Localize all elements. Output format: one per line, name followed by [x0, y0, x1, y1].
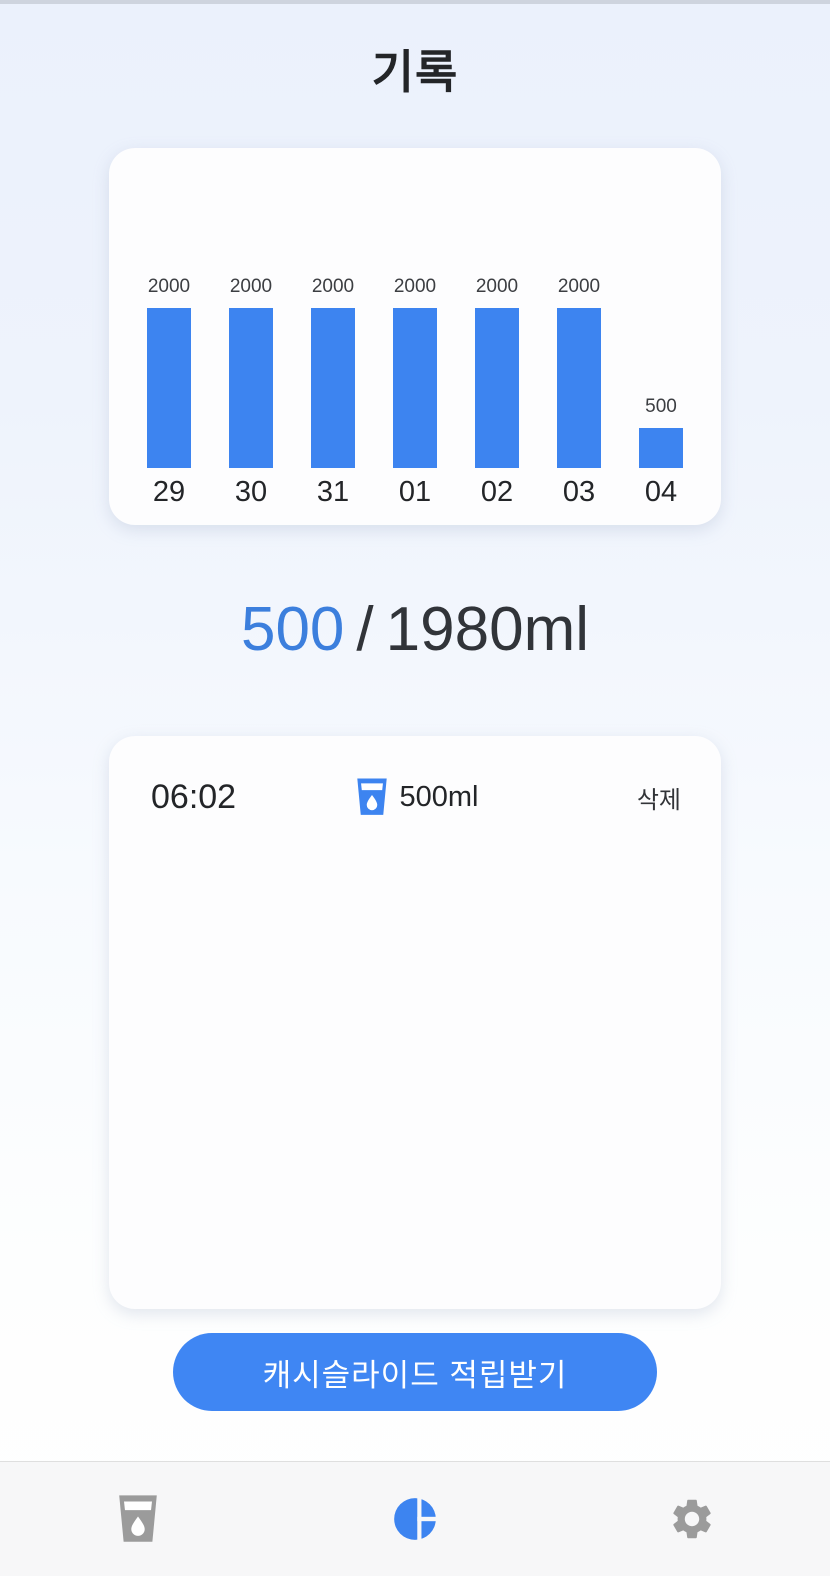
- bar: [557, 308, 601, 468]
- nav-item-stats[interactable]: [277, 1462, 554, 1576]
- bar-column: 2000 03: [557, 276, 601, 509]
- bar-value-label: 2000: [229, 276, 273, 297]
- settings-gear-icon: [668, 1495, 716, 1543]
- bar-column: 500 04: [639, 396, 683, 509]
- intake-summary: 500/1980ml: [0, 585, 830, 675]
- current-intake-value: 500: [240, 595, 345, 664]
- bar: [393, 308, 437, 468]
- record-amount-group: 500ml: [354, 776, 479, 818]
- bar-column: 2000 29: [147, 276, 191, 509]
- bar-column: 2000 31: [311, 276, 355, 509]
- water-cup-icon: [115, 1493, 161, 1545]
- bar-value-label: 2000: [147, 276, 191, 297]
- cashslide-reward-button[interactable]: 캐시슬라이드 적립받기: [173, 1333, 657, 1411]
- bar-category-label: 02: [480, 476, 514, 508]
- bar-category-label: 03: [562, 476, 596, 508]
- bar-category-label: 01: [398, 476, 432, 508]
- bar: [147, 308, 191, 468]
- water-cup-icon: [354, 776, 390, 818]
- bar-category-label: 30: [234, 476, 268, 508]
- bar-value-label: 500: [645, 396, 677, 417]
- record-row: 06:02 500ml 삭제: [151, 776, 681, 818]
- status-bar-strip: [0, 0, 830, 4]
- chart-card: 2000 29 2000 30 2000 31 2000 01 2000 02 2000 03 500 0…: [109, 148, 721, 525]
- records-card: 06:02 500ml 삭제: [109, 736, 721, 1309]
- page-title: 기록: [371, 46, 459, 98]
- bar: [475, 308, 519, 468]
- bar-value-label: 2000: [475, 276, 519, 297]
- nav-item-water[interactable]: [0, 1462, 277, 1576]
- bar-column: 2000 02: [475, 276, 519, 509]
- nav-item-settings[interactable]: [553, 1462, 830, 1576]
- bar: [311, 308, 355, 468]
- bar-category-label: 04: [644, 476, 678, 508]
- record-amount: 500ml: [399, 780, 479, 813]
- bar-column: 2000 01: [393, 276, 437, 509]
- bar-value-label: 2000: [311, 276, 355, 297]
- bar-category-label: 31: [316, 476, 350, 508]
- record-time: 06:02: [151, 777, 237, 816]
- goal-intake-value: 1980ml: [385, 595, 590, 664]
- record-delete-button[interactable]: 삭제: [637, 780, 681, 815]
- stats-pie-icon: [390, 1494, 440, 1544]
- bar-chart: 2000 29 2000 30 2000 31 2000 01 2000 02 2000 03 500 0…: [147, 276, 683, 509]
- bar-value-label: 2000: [557, 276, 601, 297]
- bar-value-label: 2000: [393, 276, 437, 297]
- bar-category-label: 29: [152, 476, 186, 508]
- bottom-navbar: [0, 1461, 830, 1576]
- bar: [639, 428, 683, 468]
- summary-separator: /: [356, 595, 374, 664]
- bar-column: 2000 30: [229, 276, 273, 509]
- bar: [229, 308, 273, 468]
